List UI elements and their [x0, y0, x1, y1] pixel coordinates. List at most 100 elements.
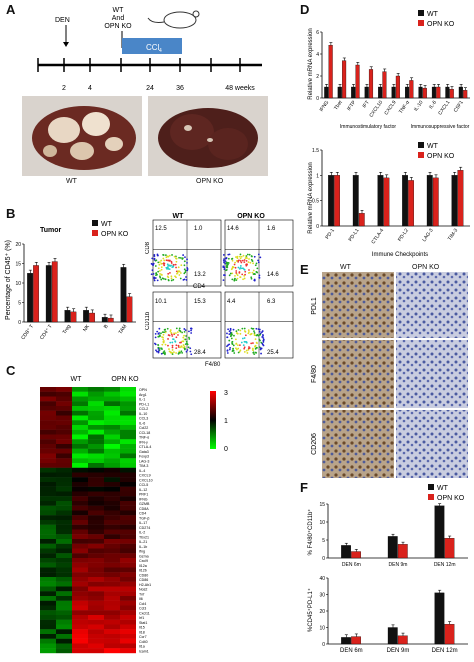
flow-dot [243, 277, 246, 280]
flow-dot [262, 333, 264, 336]
flow-dot [181, 340, 184, 343]
flow-dot [243, 351, 246, 353]
gene-label: OPN [139, 388, 147, 392]
bar-opn-ko-1 [397, 544, 408, 559]
heatmap-cell [56, 429, 72, 435]
heatmap-cell [88, 491, 104, 497]
f-legend-wt-swatch [428, 484, 434, 490]
chart-b-bar: Tumor WT OPN KO Percentage of CD45⁺ (%) … [5, 220, 136, 341]
x-tick-label: NK [82, 323, 91, 333]
heatmap-cell [56, 520, 72, 525]
heatmap-cell [40, 591, 56, 597]
heatmap-cell [120, 439, 136, 445]
flow-dot [164, 328, 167, 331]
heatmap-cell [72, 572, 88, 578]
heatmap-cell [56, 425, 72, 430]
heatmap-cell [104, 496, 120, 502]
heatmap-cell [104, 629, 120, 635]
flow-dot [180, 345, 183, 347]
heatmap-cell [88, 486, 104, 492]
gene-label: Irf1 [139, 616, 144, 620]
flow-dot [185, 340, 188, 343]
flow-dot [168, 254, 171, 257]
flow-dot [162, 338, 165, 341]
flow-dot [255, 270, 258, 273]
heatmap-cell [56, 534, 72, 540]
flow-dot [169, 271, 171, 274]
flow-dot [244, 341, 247, 343]
flow-dot [239, 265, 242, 267]
flow-dot [154, 336, 157, 339]
heatmap-cell [120, 600, 136, 606]
flow-col-ko: OPN KO [237, 213, 265, 220]
heatmap-cell [40, 558, 56, 563]
heatmap-cell [88, 638, 104, 644]
flow-dot [170, 332, 173, 334]
d-bottom-group: Immune Checkpoints [372, 252, 428, 258]
heatmap-cell [40, 524, 56, 530]
flow-dot [160, 266, 163, 269]
heatmap-cell [120, 534, 136, 540]
bar-opn-ko-0 [334, 175, 340, 227]
heatmap-cell [72, 596, 88, 601]
flow-dot [171, 346, 174, 349]
heatmap-cell [72, 453, 88, 459]
heatmap-cell [88, 453, 104, 459]
flow-col-wt: WT [173, 213, 185, 220]
heatmap-cell [40, 529, 56, 535]
flow-dot [243, 337, 246, 339]
flow-dot [181, 351, 184, 354]
flow-dot [173, 351, 175, 354]
flow-dot [243, 347, 246, 350]
y-tick-label: 5 [18, 301, 21, 307]
heatmap-cell [120, 586, 136, 592]
heatmap-cell [40, 615, 56, 620]
flow-dot [239, 276, 242, 279]
flow-dot [262, 339, 265, 342]
bar-wt-1 [352, 175, 359, 227]
flow-dot [158, 334, 161, 337]
heatmap-cell [120, 425, 136, 430]
heatmap-cell [72, 491, 88, 497]
flow-dot [252, 269, 255, 272]
flow-dot [235, 332, 238, 334]
heatmap-cell [104, 510, 120, 516]
bar-wt-4 [426, 175, 433, 227]
heatmap-cell [88, 610, 104, 616]
y-tick-label: 10 [319, 626, 325, 632]
flow-dot [163, 331, 165, 334]
heatmap-cell [72, 429, 88, 435]
flow-dot [248, 271, 251, 274]
flow-dot [161, 343, 164, 346]
liver-photo-wt [22, 96, 142, 176]
flow-dot [248, 269, 250, 271]
heatmap-cell [56, 524, 72, 530]
heatmap-cell [120, 572, 136, 578]
heatmap-cell [88, 648, 104, 654]
heatmap-cell [72, 534, 88, 540]
heatmap-cell [72, 605, 88, 611]
heatmap-cell [88, 629, 104, 635]
flow-dot [155, 349, 157, 352]
heatmap-cell [56, 624, 72, 630]
flow-dot [160, 259, 163, 262]
flow-dot [153, 342, 156, 345]
heatmap-cell [56, 586, 72, 592]
heatmap-cell [104, 548, 120, 554]
bar-opn-ko-6 [409, 80, 414, 99]
heatmap-cell [56, 610, 72, 616]
flow-dot [223, 266, 226, 269]
heatmap-cell [56, 591, 72, 597]
flow-dot [253, 278, 256, 281]
heatmap-cell [104, 577, 120, 582]
flow-dot [237, 266, 240, 269]
heatmap-cell [40, 410, 56, 416]
flow-dot [153, 276, 156, 279]
heatmap-cell [56, 643, 72, 649]
heatmap-cell [72, 420, 88, 426]
flow-dot [169, 265, 171, 267]
x-tick-label: TAM [118, 324, 129, 336]
flow-dot [162, 351, 165, 354]
heatmap-cell [56, 406, 72, 411]
x-tick-label: DEN 6m [340, 648, 363, 654]
